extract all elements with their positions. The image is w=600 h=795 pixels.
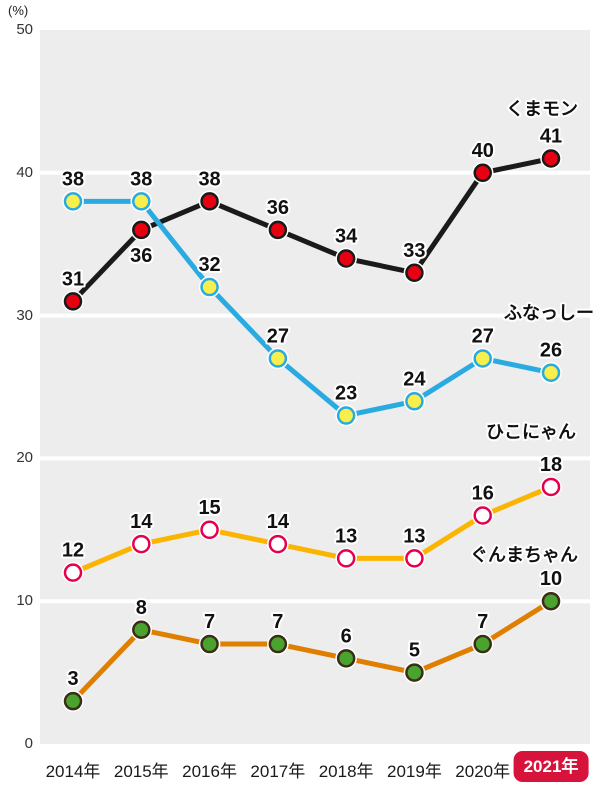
data-point-funassyi-2021年 bbox=[541, 363, 561, 382]
series-line-funassyi bbox=[70, 198, 554, 419]
y-tick-label-50: 50 bbox=[16, 21, 33, 38]
data-point-hikonyan-2020年 bbox=[473, 506, 492, 525]
series-name-hikonyan: ひこにゃん bbox=[486, 422, 576, 442]
x-axis-label-2018年: 2018年 bbox=[318, 762, 374, 781]
value-label-gunmachan-2019年: 5 bbox=[409, 640, 420, 662]
y-axis-unit-label: (%) bbox=[8, 3, 29, 18]
value-label-kumamon-2019年: 33 bbox=[403, 240, 425, 262]
series-name-kumamon: くまモン bbox=[506, 99, 578, 119]
x-axis-label-2020年: 2020年 bbox=[455, 762, 511, 781]
data-point-funassyi-2018年 bbox=[336, 406, 356, 425]
highlighted-year-badge: 2021年 bbox=[513, 751, 589, 783]
x-axis-label-2014年: 2014年 bbox=[45, 762, 101, 781]
data-point-hikonyan-2015年 bbox=[132, 534, 151, 554]
value-label-funassyi-2021年: 26 bbox=[540, 340, 562, 362]
data-point-funassyi-2017年 bbox=[268, 349, 288, 368]
data-point-kumamon-2014年 bbox=[63, 292, 83, 311]
data-point-hikonyan-2018年 bbox=[336, 549, 356, 568]
series-name-funassyi: ふなっしー bbox=[504, 303, 594, 323]
series-name-gunmachan: ぐんまちゃん bbox=[470, 545, 578, 565]
data-point-kumamon-2020年 bbox=[473, 163, 492, 183]
value-label-hikonyan-2019年: 13 bbox=[403, 525, 425, 547]
value-label-hikonyan-2016年: 15 bbox=[198, 497, 220, 519]
x-axis-label-2019年: 2019年 bbox=[387, 762, 442, 781]
value-label-gunmachan-2015年: 8 bbox=[136, 597, 147, 619]
x-axis-label-2015年: 2015年 bbox=[113, 762, 169, 781]
value-label-funassyi-2015年: 38 bbox=[130, 168, 152, 190]
y-tick-label-30: 30 bbox=[16, 306, 33, 324]
value-label-gunmachan-2014年: 3 bbox=[67, 668, 78, 690]
value-label-funassyi-2018年: 23 bbox=[335, 383, 357, 405]
series-line-kumamon bbox=[70, 156, 554, 304]
value-label-kumamon-2015年: 36 bbox=[130, 245, 152, 267]
value-label-gunmachan-2017年: 7 bbox=[272, 611, 283, 633]
value-label-gunmachan-2021年: 10 bbox=[540, 568, 562, 590]
data-point-funassyi-2016年 bbox=[200, 277, 219, 297]
value-label-gunmachan-2016年: 7 bbox=[204, 611, 215, 633]
y-tick-label-20: 20 bbox=[16, 449, 33, 467]
data-point-kumamon-2018年 bbox=[336, 249, 356, 268]
data-point-gunmachan-2016年 bbox=[200, 634, 219, 654]
data-point-gunmachan-2021年 bbox=[541, 591, 561, 611]
x-axis-label-2017年: 2017年 bbox=[250, 762, 306, 781]
value-label-kumamon-2021年: 41 bbox=[540, 126, 562, 148]
value-label-gunmachan-2020年: 7 bbox=[477, 611, 488, 633]
value-label-hikonyan-2018年: 13 bbox=[335, 525, 357, 547]
value-label-funassyi-2014年: 38 bbox=[62, 168, 84, 190]
value-label-kumamon-2016年: 38 bbox=[198, 168, 220, 190]
data-point-funassyi-2020年 bbox=[473, 349, 492, 368]
value-label-kumamon-2020年: 40 bbox=[472, 140, 494, 162]
data-point-funassyi-2019年 bbox=[405, 392, 424, 411]
value-label-kumamon-2018年: 34 bbox=[335, 225, 358, 247]
value-label-funassyi-2019年: 24 bbox=[403, 368, 426, 390]
data-point-gunmachan-2018年 bbox=[336, 649, 356, 668]
data-point-kumamon-2015年 bbox=[132, 220, 151, 240]
data-point-hikonyan-2016年 bbox=[200, 520, 219, 540]
data-point-kumamon-2016年 bbox=[200, 192, 219, 211]
value-label-funassyi-2016年: 32 bbox=[198, 254, 220, 276]
value-label-kumamon-2017年: 36 bbox=[267, 197, 289, 219]
data-point-kumamon-2021年 bbox=[541, 149, 561, 168]
value-label-gunmachan-2018年: 6 bbox=[341, 625, 352, 647]
data-point-gunmachan-2019年 bbox=[405, 663, 424, 682]
value-label-hikonyan-2015年: 14 bbox=[130, 511, 153, 533]
data-point-gunmachan-2017年 bbox=[268, 634, 288, 654]
data-point-hikonyan-2014年 bbox=[63, 563, 83, 582]
series-line-gunmachan bbox=[70, 598, 554, 704]
data-point-gunmachan-2014年 bbox=[63, 691, 83, 711]
value-label-hikonyan-2014年: 12 bbox=[62, 540, 84, 562]
data-point-gunmachan-2015年 bbox=[132, 620, 151, 640]
data-point-funassyi-2015年 bbox=[132, 192, 151, 211]
value-label-kumamon-2014年: 31 bbox=[62, 268, 84, 290]
y-tick-label-0: 0 bbox=[24, 735, 33, 752]
series-line-hikonyan bbox=[70, 484, 554, 576]
value-label-hikonyan-2021年: 18 bbox=[540, 454, 562, 476]
value-label-funassyi-2020年: 27 bbox=[472, 325, 494, 347]
value-label-hikonyan-2020年: 16 bbox=[472, 483, 494, 505]
data-point-gunmachan-2020年 bbox=[473, 634, 492, 654]
data-point-kumamon-2017年 bbox=[268, 220, 288, 240]
x-axis-label-2016年: 2016年 bbox=[182, 762, 237, 781]
y-tick-label-10: 10 bbox=[16, 592, 33, 610]
data-point-funassyi-2014年 bbox=[63, 192, 83, 211]
data-point-hikonyan-2019年 bbox=[405, 549, 424, 568]
value-label-funassyi-2017年: 27 bbox=[267, 325, 289, 347]
data-point-hikonyan-2021年 bbox=[541, 477, 561, 497]
data-point-hikonyan-2017年 bbox=[268, 534, 288, 554]
y-tick-label-40: 40 bbox=[16, 163, 33, 181]
data-point-kumamon-2019年 bbox=[405, 263, 424, 283]
value-label-hikonyan-2017年: 14 bbox=[267, 511, 290, 533]
x-axis-label-2021年: 2021年 bbox=[513, 751, 589, 783]
